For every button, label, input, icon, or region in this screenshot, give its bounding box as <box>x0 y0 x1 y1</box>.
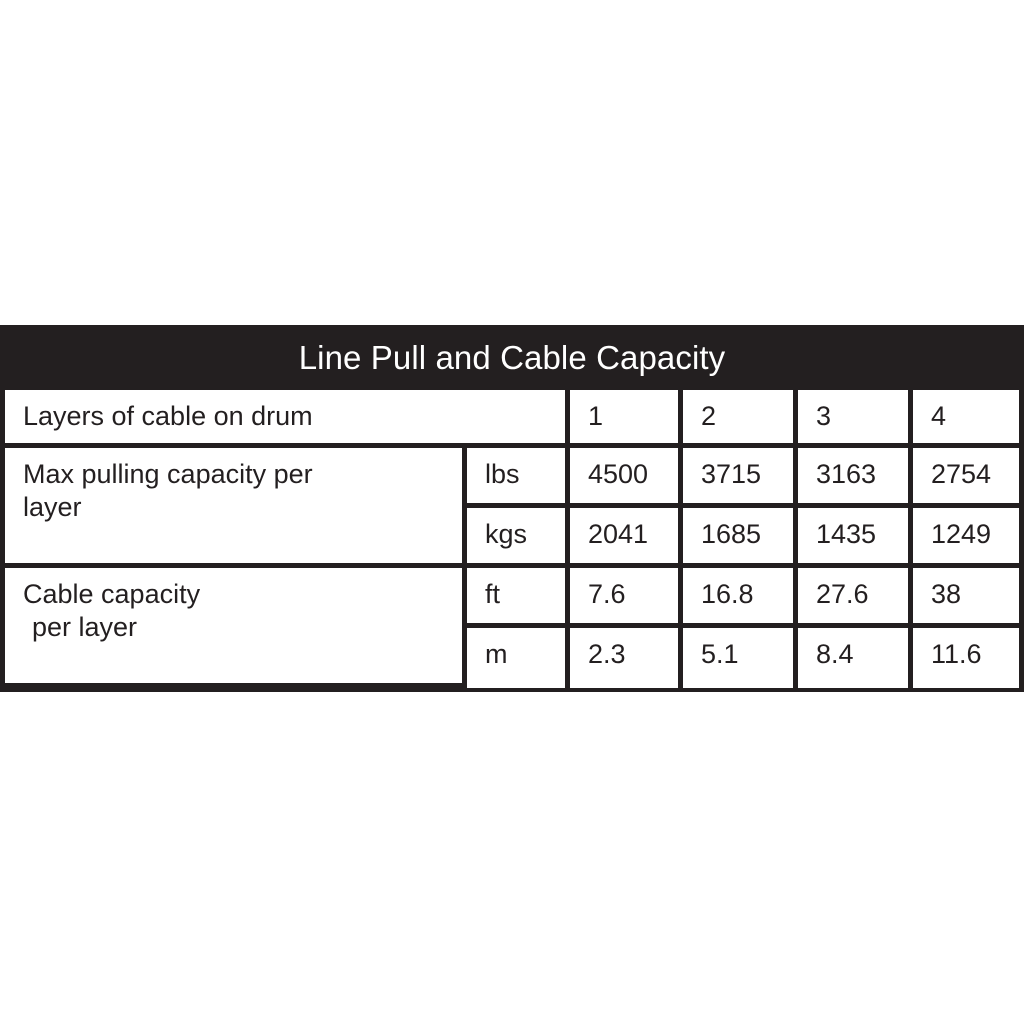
line-pull-cable-capacity-table-block: Line Pull and Cable Capacity Layers of c… <box>0 325 1024 692</box>
row-label-cable-capacity-per-layer: Cable capacity per layer <box>4 567 467 688</box>
unit-lbs: lbs <box>466 447 570 508</box>
max-pull-lbs-layer-1: 4500 <box>570 447 683 508</box>
row-label-line-1: Max pulling capacity per <box>22 458 313 489</box>
header-layer-3: 3 <box>798 390 913 448</box>
header-layer-4: 4 <box>913 390 1019 448</box>
row-label-line-1: Cable capacity <box>22 578 201 609</box>
table-row-layers: Layers of cable on drum 1 2 3 4 <box>4 390 1019 448</box>
max-pull-lbs-layer-3: 3163 <box>798 447 913 508</box>
max-pull-lbs-layer-4: 2754 <box>913 447 1019 508</box>
cable-capacity-ft-layer-1: 7.6 <box>570 567 683 628</box>
table-row-cable-capacity-ft: Cable capacity per layer ft 7.6 16.8 27.… <box>4 567 1019 688</box>
cable-capacity-m-layer-3: 8.4 <box>798 627 913 688</box>
table-row-cable-capacity-m: m 2.3 5.1 8.4 11.6 <box>5 627 1019 688</box>
table-row-max-pull-kgs: kgs 2041 1685 1435 1249 <box>5 507 1019 568</box>
header-layer-1: 1 <box>570 390 683 448</box>
row-label-line-2: per layer <box>31 611 138 642</box>
row-label-line-2: layer <box>22 491 82 522</box>
header-layer-2: 2 <box>683 390 798 448</box>
cable-capacity-ft-layer-3: 27.6 <box>798 567 913 628</box>
cable-capacity-m-layer-2: 5.1 <box>683 627 798 688</box>
table-title: Line Pull and Cable Capacity <box>298 339 726 376</box>
unit-kgs: kgs <box>466 507 570 568</box>
cable-capacity-ft-layer-4: 38 <box>913 567 1019 628</box>
max-pull-kgs-layer-2: 1685 <box>683 507 798 568</box>
cable-capacity-m-layer-1: 2.3 <box>570 627 683 688</box>
max-pull-kgs-layer-3: 1435 <box>798 507 913 568</box>
table-row-max-pull-lbs: Max pulling capacity per layer lbs 4500 … <box>4 447 1019 568</box>
max-pull-kgs-layer-4: 1249 <box>913 507 1019 568</box>
unit-m: m <box>466 627 570 688</box>
cable-capacity-m-layer-4: 11.6 <box>913 627 1019 688</box>
unit-ft: ft <box>466 567 570 628</box>
row-label-max-pulling-capacity-per-layer: Max pulling capacity per layer <box>4 447 467 568</box>
spec-table: Layers of cable on drum 1 2 3 4 Max pull… <box>4 390 1019 688</box>
max-pull-lbs-layer-2: 3715 <box>683 447 798 508</box>
cable-capacity-ft-layer-2: 16.8 <box>683 567 798 628</box>
header-label-layers-of-cable-on-drum: Layers of cable on drum <box>4 390 570 448</box>
max-pull-kgs-layer-1: 2041 <box>570 507 683 568</box>
